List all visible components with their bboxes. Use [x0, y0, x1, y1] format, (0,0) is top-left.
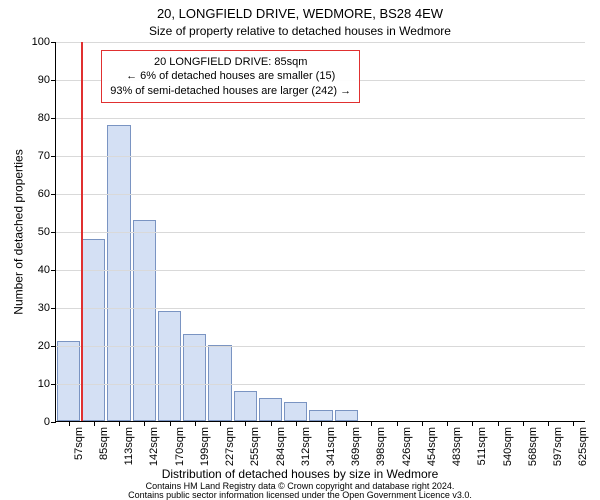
- y-tick-label: 40: [38, 264, 56, 276]
- gridline: [56, 118, 585, 119]
- x-tick-label: 454sqm: [426, 427, 438, 466]
- gridline: [56, 42, 585, 43]
- x-tick-mark: [346, 421, 347, 426]
- x-tick-label: 284sqm: [275, 427, 287, 466]
- gridline: [56, 308, 585, 309]
- gridline: [56, 194, 585, 195]
- histogram-bar: [284, 402, 307, 421]
- y-tick-label: 90: [38, 74, 56, 86]
- x-axis-label: Distribution of detached houses by size …: [0, 467, 600, 481]
- gridline: [56, 156, 585, 157]
- histogram-bar: [107, 125, 130, 421]
- y-tick-label: 0: [44, 416, 56, 428]
- x-tick-mark: [271, 421, 272, 426]
- histogram-bar: [208, 345, 231, 421]
- x-tick-label: 625sqm: [577, 427, 589, 466]
- x-tick-mark: [523, 421, 524, 426]
- x-tick-mark: [144, 421, 145, 426]
- x-tick-mark: [220, 421, 221, 426]
- x-tick-mark: [447, 421, 448, 426]
- y-tick-label: 50: [38, 226, 56, 238]
- histogram-bar: [133, 220, 156, 421]
- annotation-line: 20 LONGFIELD DRIVE: 85sqm: [110, 55, 351, 69]
- x-tick-label: 312sqm: [300, 427, 312, 466]
- gridline: [56, 232, 585, 233]
- x-tick-label: 113sqm: [123, 427, 135, 465]
- x-tick-label: 255sqm: [249, 427, 261, 466]
- y-axis-label: Number of detached properties: [12, 42, 26, 422]
- x-tick-label: 57sqm: [73, 427, 85, 460]
- histogram-bar: [259, 398, 282, 421]
- chart-subtitle: Size of property relative to detached ho…: [0, 24, 600, 38]
- x-tick-label: 511sqm: [476, 427, 488, 465]
- y-tick-label: 20: [38, 340, 56, 352]
- x-tick-mark: [371, 421, 372, 426]
- chart-footer: Contains HM Land Registry data © Crown c…: [0, 482, 600, 500]
- histogram-bar: [335, 410, 358, 421]
- y-tick-label: 10: [38, 378, 56, 390]
- x-tick-label: 483sqm: [451, 427, 463, 466]
- x-tick-label: 85sqm: [98, 427, 110, 460]
- annotation-line: ← 6% of detached houses are smaller (15): [110, 69, 351, 83]
- histogram-bar: [82, 239, 105, 421]
- x-tick-mark: [170, 421, 171, 426]
- y-tick-label: 100: [32, 36, 56, 48]
- chart-title: 20, LONGFIELD DRIVE, WEDMORE, BS28 4EW: [0, 6, 600, 21]
- x-tick-label: 199sqm: [199, 427, 211, 466]
- y-tick-label: 60: [38, 188, 56, 200]
- x-tick-mark: [119, 421, 120, 426]
- histogram-bar: [158, 311, 181, 421]
- x-tick-mark: [94, 421, 95, 426]
- x-tick-mark: [245, 421, 246, 426]
- x-tick-label: 170sqm: [174, 427, 186, 466]
- x-tick-label: 369sqm: [350, 427, 362, 466]
- chart-plot-area: 010203040506070809010057sqm85sqm113sqm14…: [55, 42, 585, 422]
- histogram-bar: [309, 410, 332, 421]
- gridline: [56, 346, 585, 347]
- gridline: [56, 384, 585, 385]
- x-tick-mark: [296, 421, 297, 426]
- x-tick-mark: [195, 421, 196, 426]
- gridline: [56, 270, 585, 271]
- histogram-bar: [57, 341, 80, 421]
- x-tick-label: 341sqm: [325, 427, 337, 466]
- y-tick-label: 70: [38, 150, 56, 162]
- histogram-bar: [234, 391, 257, 421]
- x-tick-mark: [397, 421, 398, 426]
- x-tick-label: 142sqm: [148, 427, 160, 466]
- x-tick-mark: [422, 421, 423, 426]
- x-tick-label: 398sqm: [375, 427, 387, 466]
- x-tick-label: 568sqm: [527, 427, 539, 466]
- x-tick-label: 540sqm: [502, 427, 514, 466]
- property-marker-line: [81, 42, 83, 421]
- y-tick-label: 30: [38, 302, 56, 314]
- y-tick-label: 80: [38, 112, 56, 124]
- annotation-box: 20 LONGFIELD DRIVE: 85sqm← 6% of detache…: [101, 50, 360, 103]
- annotation-line: 93% of semi-detached houses are larger (…: [110, 84, 351, 98]
- x-tick-label: 597sqm: [552, 427, 564, 466]
- x-tick-mark: [573, 421, 574, 426]
- x-tick-label: 426sqm: [401, 427, 413, 466]
- x-tick-mark: [321, 421, 322, 426]
- x-tick-mark: [69, 421, 70, 426]
- x-tick-mark: [498, 421, 499, 426]
- x-tick-mark: [472, 421, 473, 426]
- x-tick-label: 227sqm: [224, 427, 236, 466]
- x-tick-mark: [548, 421, 549, 426]
